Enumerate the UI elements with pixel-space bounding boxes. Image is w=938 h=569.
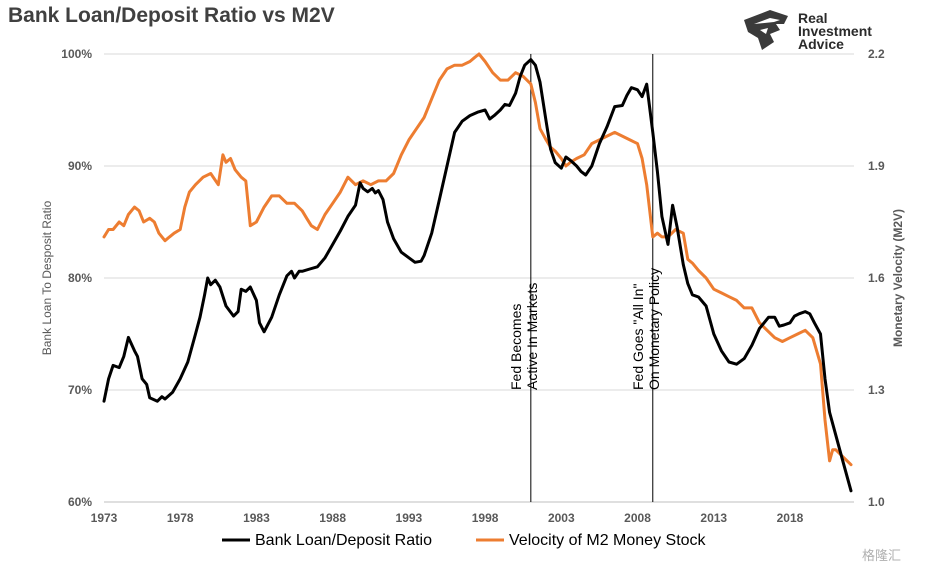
legend: Bank Loan/Deposit Ratio Velocity of M2 M… — [222, 532, 707, 549]
chart-title: Bank Loan/Deposit Ratio vs M2V — [8, 4, 335, 27]
logo: Real Investment Advice — [740, 8, 930, 54]
annotation-label-line1: Fed Becomes — [508, 304, 524, 390]
x-tick-label: 1978 — [167, 511, 194, 525]
y-left-tick-label: 70% — [68, 383, 92, 397]
x-tick-label: 1998 — [472, 511, 499, 525]
x-tick-label: 1973 — [91, 511, 118, 525]
y-right-tick-label: 1.3 — [868, 383, 885, 397]
annotation-labels: Fed Becomes Active In Markets Fed Goes "Al… — [508, 268, 662, 390]
x-tick-label: 2013 — [700, 511, 727, 525]
series-line-loan-deposit — [102, 58, 853, 493]
y-left-tick-label: 60% — [68, 495, 92, 509]
y-right-axis-label: Monetary Velocity (M2V) — [891, 209, 905, 347]
annotation-label: Fed Goes "All In" On Monetary Policy — [630, 268, 662, 390]
logo-text: Real Investment Advice — [798, 10, 872, 52]
annotation-label-line2: Active In Markets — [524, 283, 540, 390]
annotation-label-line2: On Monetary Policy — [646, 268, 662, 390]
x-tick-label: 1983 — [243, 511, 270, 525]
y-left-tick-label: 80% — [68, 271, 92, 285]
y-left-tick-label: 100% — [61, 47, 92, 61]
gridlines — [104, 53, 854, 503]
x-tick-label: 1988 — [319, 511, 346, 525]
annotation-label: Fed Becomes Active In Markets — [508, 283, 540, 390]
y-right-tick-label: 1.0 — [868, 495, 885, 509]
legend-label-m2v: Velocity of M2 Money Stock — [509, 532, 707, 549]
x-tick-label: 2003 — [548, 511, 575, 525]
y-right-tick-label: 1.6 — [868, 271, 885, 285]
y-right-tick-label: 1.9 — [868, 159, 885, 173]
watermark: 格隆汇 — [862, 548, 902, 563]
series-line-m2v — [102, 52, 853, 467]
y-left-tick-label: 90% — [68, 159, 92, 173]
x-tick-label: 2018 — [777, 511, 804, 525]
y-right-tick-label: 2.2 — [868, 47, 885, 61]
eagle-head-icon — [744, 10, 788, 50]
ticks-layer: 60% 1.0 70% 1.3 80% 1.6 90% 1.9 100% 2.2 1973 1978 1… — [61, 47, 885, 525]
x-tick-label: 2008 — [624, 511, 651, 525]
x-tick-label: 1993 — [396, 511, 423, 525]
y-left-axis-label: Bank Loan To Desposit Ratio — [40, 200, 54, 355]
series-layer — [102, 52, 853, 493]
annotation-label-line1: Fed Goes "All In" — [630, 284, 646, 390]
legend-label-loan-deposit: Bank Loan/Deposit Ratio — [255, 532, 432, 549]
